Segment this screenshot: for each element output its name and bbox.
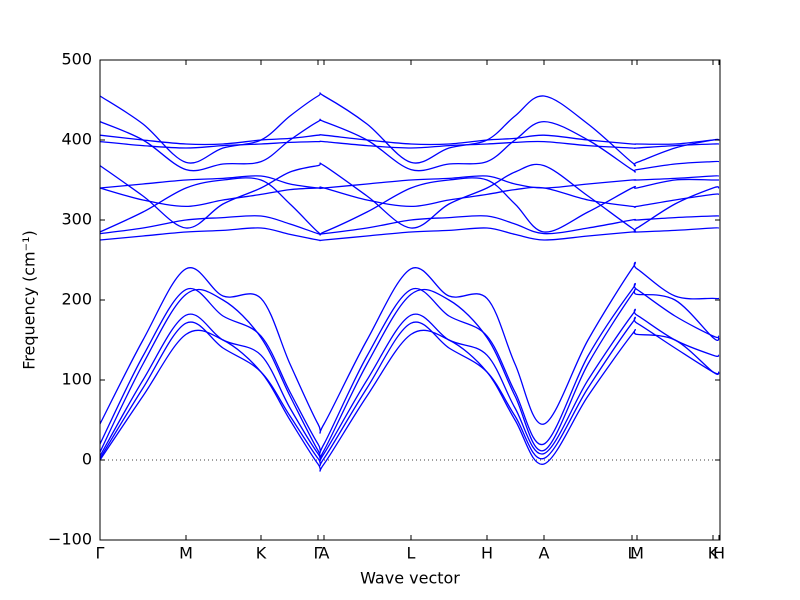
band-line (99, 215, 720, 236)
band-line (99, 186, 720, 208)
x-tick-label: L (407, 544, 416, 563)
x-tick-label: K (708, 544, 719, 563)
y-axis-label: Frequency (cm⁻¹) (20, 230, 39, 369)
band-line (99, 288, 720, 460)
band-line (99, 118, 720, 173)
y-tick-label: 400 (61, 130, 92, 149)
band-line (99, 92, 720, 167)
x-tick-label: A (539, 544, 550, 563)
y-tick-label: 0 (82, 450, 92, 469)
plot-area (99, 92, 720, 472)
band-line (99, 328, 720, 472)
band-line (99, 134, 720, 146)
x-tick-label: M (179, 544, 193, 563)
band-line (99, 140, 720, 149)
y-tick-label: −100 (48, 530, 92, 549)
band-line (99, 261, 720, 434)
x-tick-label: Γ (96, 544, 105, 563)
x-tick-label: K (256, 544, 267, 563)
band-line (99, 282, 720, 454)
x-tick-label: L (628, 544, 637, 563)
y-tick-label: 100 (61, 370, 92, 389)
x-axis-label: Wave vector (360, 569, 460, 588)
x-tick-label: H (713, 544, 725, 563)
y-tick-label: 300 (61, 210, 92, 229)
y-tick-label: 500 (61, 50, 92, 69)
x-tick-label: M (630, 544, 644, 563)
band-line (99, 175, 720, 190)
y-tick-label: 200 (61, 290, 92, 309)
x-tick-label: Γ (314, 544, 323, 563)
x-tick-label: H (481, 544, 493, 563)
band-line (99, 316, 720, 467)
band-line (99, 227, 720, 242)
x-tick-label: A (319, 544, 330, 563)
band-line (99, 177, 719, 236)
